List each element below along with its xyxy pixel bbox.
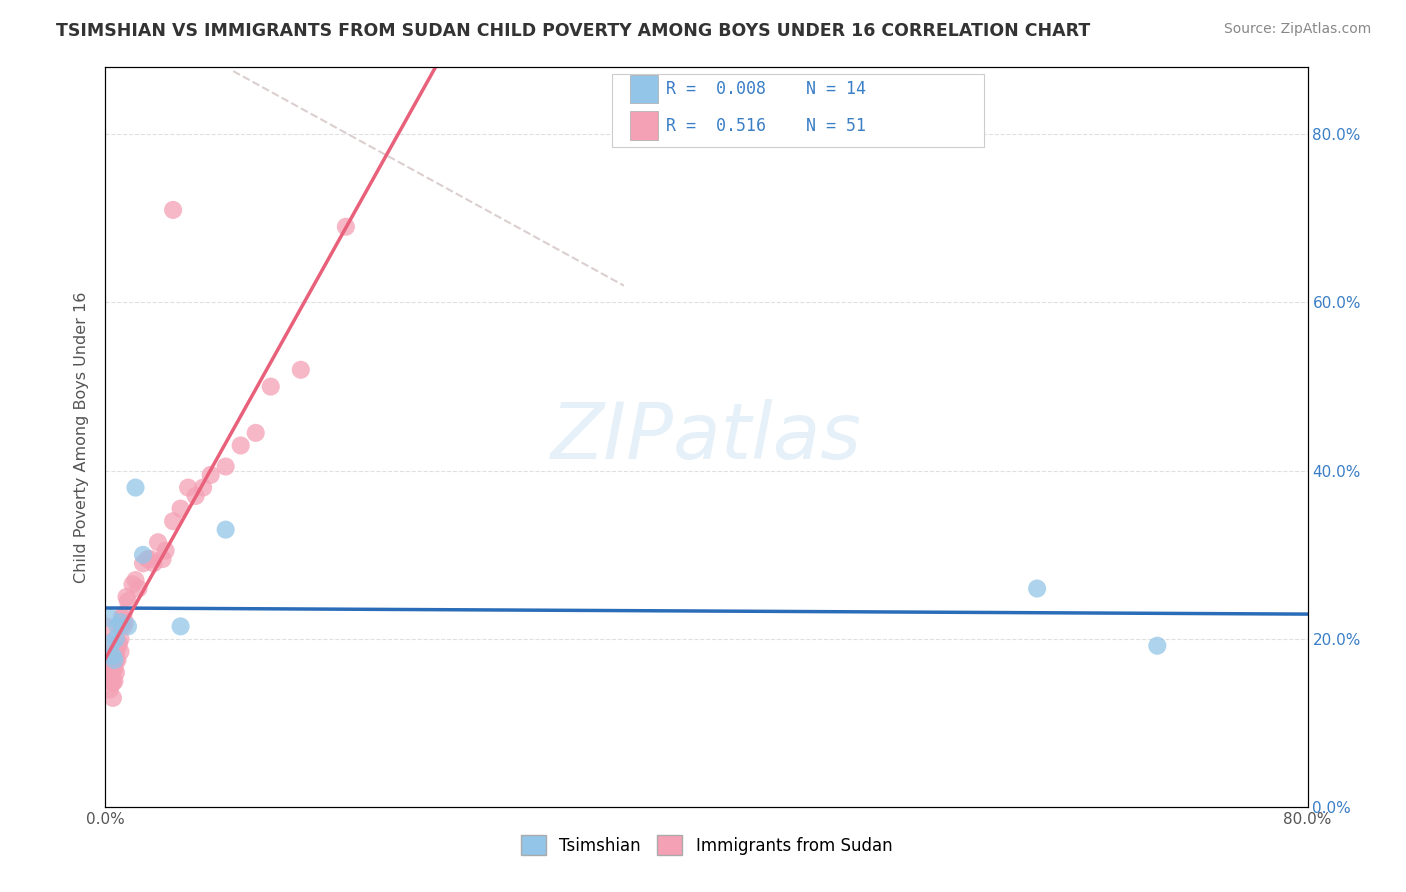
Text: Source: ZipAtlas.com: Source: ZipAtlas.com [1223,22,1371,37]
Point [136,552,159,566]
Point [103,648,125,663]
Point [121,577,143,591]
Legend: Tsimshian, Immigrants from Sudan: Tsimshian, Immigrants from Sudan [515,828,898,862]
Point [103,653,125,667]
Point [112,619,135,633]
Point [1146,639,1168,653]
Text: TSIMSHIAN VS IMMIGRANTS FROM SUDAN CHILD POVERTY AMONG BOYS UNDER 16 CORRELATION: TSIMSHIAN VS IMMIGRANTS FROM SUDAN CHILD… [56,22,1091,40]
Point [169,501,191,516]
Point [114,615,136,630]
Point [100,674,122,689]
Point [146,535,169,549]
Point [169,619,191,633]
Point [103,674,125,689]
Y-axis label: Child Poverty Among Boys Under 16: Child Poverty Among Boys Under 16 [75,292,90,582]
Point [97,657,120,672]
Point [335,219,357,234]
Point [139,552,162,566]
Point [128,582,150,596]
Point [214,459,236,474]
Point [110,619,132,633]
Point [155,543,177,558]
Point [112,607,135,621]
Point [110,615,132,630]
Point [98,665,121,680]
Point [177,481,200,495]
Text: R =  0.516    N = 51: R = 0.516 N = 51 [666,117,866,135]
Point [124,573,146,587]
Point [103,661,125,675]
Text: ZIPatlas: ZIPatlas [551,399,862,475]
Point [191,481,214,495]
Point [124,481,146,495]
Point [104,653,127,667]
Point [132,548,155,562]
Point [107,619,129,633]
Point [98,611,121,625]
Point [1026,582,1049,596]
Point [101,690,124,705]
Point [100,661,122,675]
Point [101,648,124,663]
Point [110,645,132,659]
Point [117,619,139,633]
Text: R =  0.008    N = 14: R = 0.008 N = 14 [666,80,866,98]
Point [132,556,155,570]
Point [115,590,138,604]
Point [290,363,312,377]
Point [214,523,236,537]
Point [200,467,222,482]
Point [245,425,267,440]
Point [104,632,127,646]
Point [162,514,184,528]
Point [100,636,122,650]
Point [142,556,165,570]
Point [110,632,132,646]
Point [104,645,127,659]
Point [162,202,184,217]
Point [96,619,118,633]
Point [101,661,124,675]
Point [184,489,207,503]
Point [152,552,174,566]
Point [117,594,139,608]
Point [107,653,129,667]
Point [98,682,121,697]
Point [260,379,283,393]
Point [111,611,134,625]
Point [97,636,120,650]
Point [108,636,131,650]
Point [107,640,129,655]
Point [104,665,127,680]
Point [229,438,252,452]
Point [101,675,124,690]
Point [98,648,121,663]
